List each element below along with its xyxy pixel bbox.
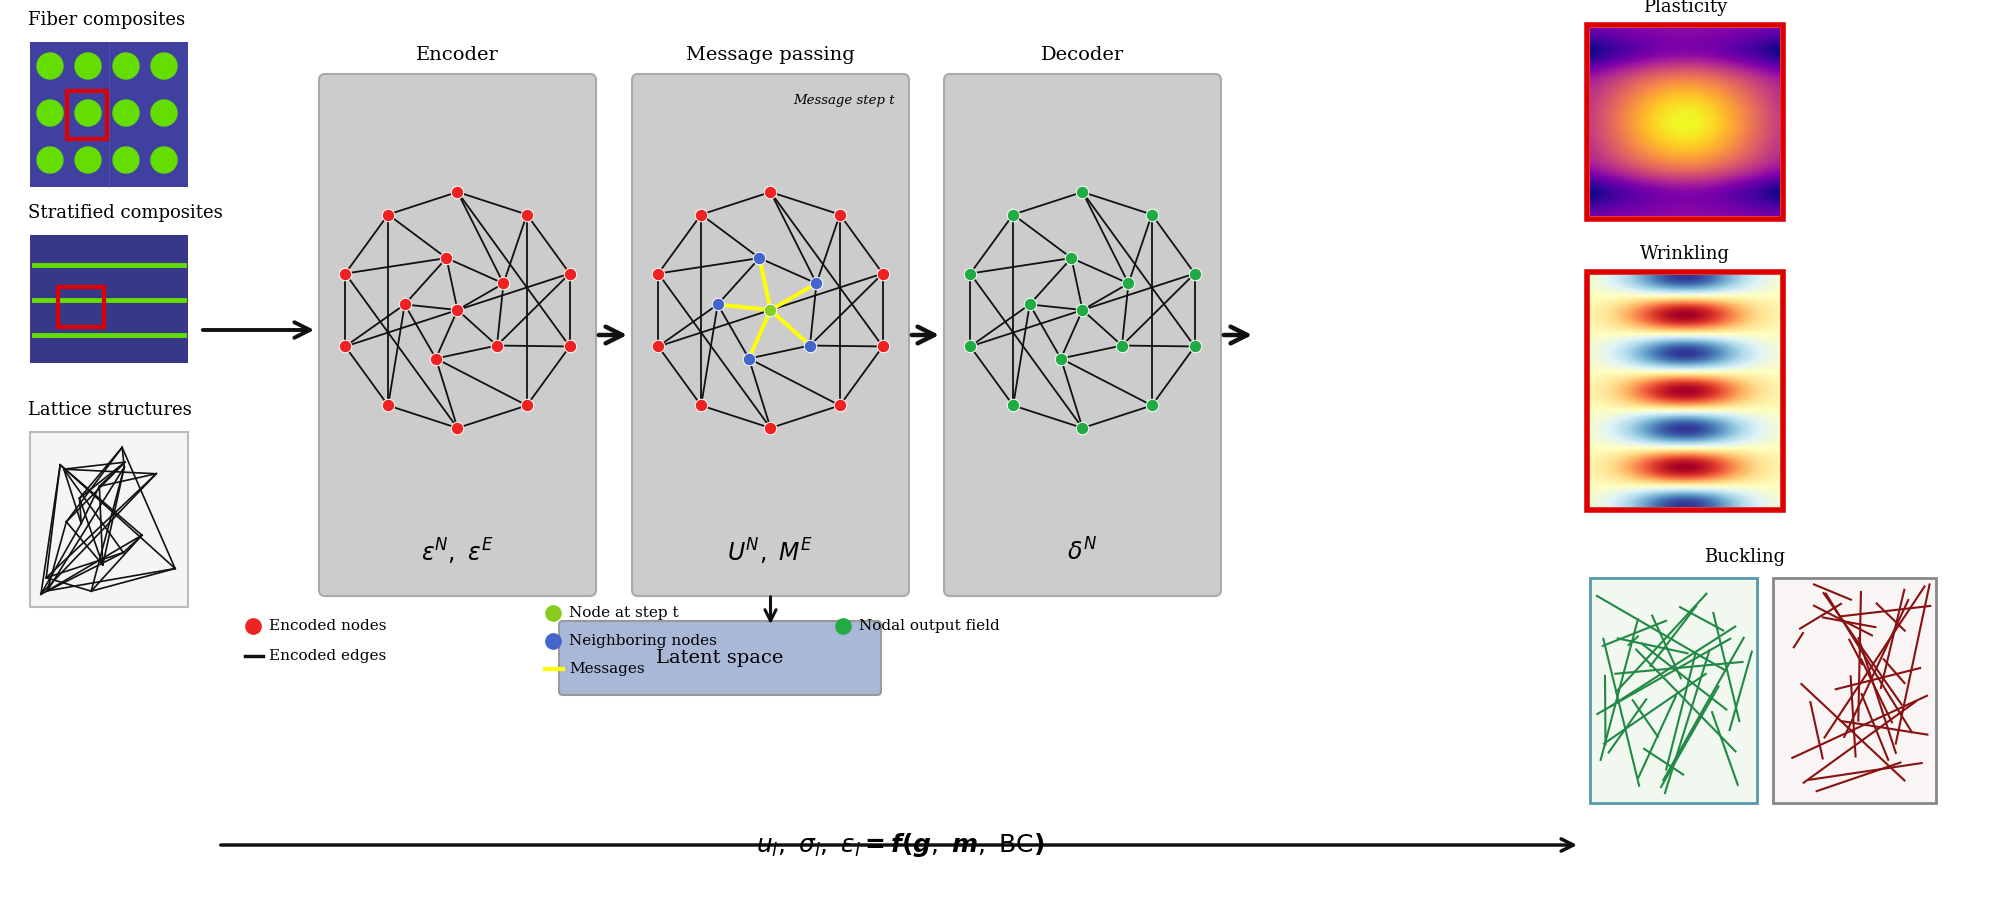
- Text: Node at step t: Node at step t: [569, 606, 678, 620]
- Text: Fiber composites: Fiber composites: [28, 11, 184, 29]
- Text: $\epsilon^N,\ \epsilon^E$: $\epsilon^N,\ \epsilon^E$: [421, 537, 493, 567]
- Text: $\boldsymbol{u_i,\ \sigma_i,\ \varepsilon_i = f(g,\ m,\ \mathrm{BC})}$: $\boldsymbol{u_i,\ \sigma_i,\ \varepsilo…: [756, 831, 1045, 859]
- Bar: [30, 432, 188, 607]
- Text: Buckling: Buckling: [1704, 548, 1784, 566]
- Circle shape: [36, 53, 62, 79]
- Circle shape: [112, 147, 138, 173]
- Text: Encoded edges: Encoded edges: [269, 649, 387, 663]
- Text: Nodal output field: Nodal output field: [858, 619, 998, 633]
- Text: Encoded nodes: Encoded nodes: [269, 619, 387, 633]
- FancyBboxPatch shape: [559, 621, 880, 695]
- Circle shape: [36, 147, 62, 173]
- Text: $U^N,\ M^E$: $U^N,\ M^E$: [728, 537, 814, 567]
- Bar: [1772, 578, 1935, 803]
- Circle shape: [150, 53, 176, 79]
- Text: Neighboring nodes: Neighboring nodes: [569, 634, 716, 648]
- Circle shape: [74, 53, 100, 79]
- Circle shape: [74, 100, 100, 126]
- FancyBboxPatch shape: [944, 74, 1221, 596]
- FancyBboxPatch shape: [319, 74, 595, 596]
- Bar: [1586, 25, 1782, 219]
- FancyBboxPatch shape: [632, 74, 908, 596]
- Bar: [66, 91, 106, 139]
- Circle shape: [150, 147, 176, 173]
- Bar: [58, 287, 104, 327]
- Bar: [30, 42, 188, 187]
- Text: Latent space: Latent space: [656, 649, 784, 667]
- Text: Encoder: Encoder: [415, 46, 499, 64]
- Circle shape: [36, 100, 62, 126]
- Bar: [30, 235, 188, 363]
- Text: Decoder: Decoder: [1041, 46, 1123, 64]
- Circle shape: [74, 147, 100, 173]
- Text: Message step t: Message step t: [794, 94, 894, 107]
- Text: Wrinkling: Wrinkling: [1640, 245, 1728, 263]
- Bar: [1590, 578, 1756, 803]
- Circle shape: [112, 53, 138, 79]
- Text: Plasticity: Plasticity: [1642, 0, 1726, 16]
- Text: Lattice structures: Lattice structures: [28, 401, 192, 419]
- Text: Message passing: Message passing: [686, 46, 854, 64]
- Circle shape: [112, 100, 138, 126]
- Text: Stratified composites: Stratified composites: [28, 204, 223, 222]
- Circle shape: [150, 100, 176, 126]
- Bar: [1586, 272, 1782, 510]
- Text: $\delta^N$: $\delta^N$: [1067, 539, 1097, 565]
- Text: Messages: Messages: [569, 662, 644, 676]
